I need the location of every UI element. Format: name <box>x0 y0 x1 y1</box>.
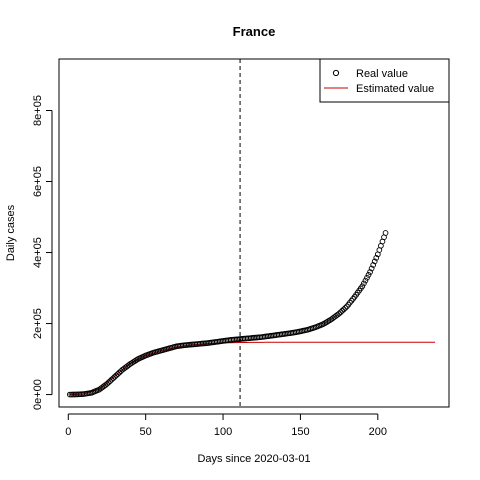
chart-title: France <box>233 24 276 39</box>
x-tick-label: 150 <box>291 426 309 438</box>
data-point <box>116 369 123 376</box>
data-point <box>114 371 121 377</box>
data-point <box>368 265 375 272</box>
legend-marker-circle-icon <box>332 69 340 77</box>
legend: Real value Estimated value <box>319 58 450 103</box>
plot-frame <box>58 58 450 408</box>
y-tick-label: 6e+05 <box>32 166 44 197</box>
data-point <box>336 310 342 317</box>
data-point <box>359 283 366 290</box>
data-point <box>361 280 367 287</box>
x-axis-label: Days since 2020-03-01 <box>197 453 310 465</box>
x-axis: 0 50 100 150 200 <box>65 413 387 438</box>
data-point <box>108 376 115 383</box>
legend-box <box>319 58 450 103</box>
data-point <box>340 306 347 313</box>
data-point <box>110 375 117 382</box>
data-point <box>367 269 373 275</box>
x-tick-label: 200 <box>369 426 387 438</box>
y-axis: 0e+00 2e+05 4e+05 6e+05 8e+05 <box>32 95 53 410</box>
data-point <box>113 372 120 379</box>
data-point <box>371 258 378 265</box>
data-point <box>382 230 389 236</box>
y-axis-label: Daily cases <box>5 204 17 261</box>
x-tick-label: 50 <box>140 426 152 438</box>
data-point <box>365 272 372 278</box>
data-point <box>104 381 110 387</box>
y-tick-label: 0e+00 <box>32 379 44 410</box>
data-point <box>339 307 346 314</box>
data-point <box>342 305 349 311</box>
data-point <box>364 274 370 281</box>
x-tick-label: 0 <box>65 426 71 438</box>
y-tick-label: 8e+05 <box>32 95 44 126</box>
data-point <box>111 373 118 380</box>
x-tick-label: 100 <box>214 426 232 438</box>
legend-label-estimated: Estimated value <box>356 83 434 95</box>
data-point <box>370 262 377 268</box>
data-point <box>107 378 113 384</box>
series-points-real <box>66 230 389 398</box>
y-tick-label: 2e+05 <box>32 308 44 339</box>
data-point <box>362 277 369 284</box>
data-point <box>337 309 344 316</box>
plot-area <box>66 59 436 407</box>
data-point <box>373 255 380 261</box>
legend-label-real: Real value <box>356 68 408 80</box>
data-point <box>105 379 112 386</box>
y-tick-label: 4e+05 <box>32 237 44 268</box>
